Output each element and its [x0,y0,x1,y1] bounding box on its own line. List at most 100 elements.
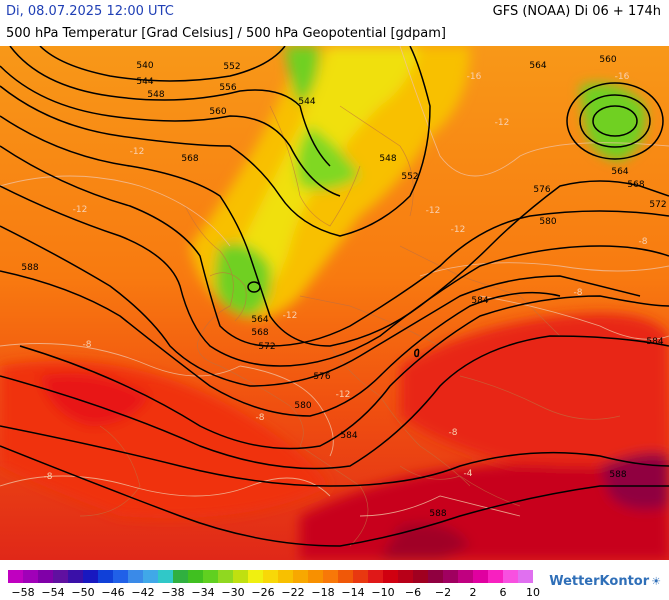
color-swatch [23,570,38,583]
geopotential-labels: 540 544 548 552 556 560 568 544 548 552 … [21,55,666,519]
color-swatch [473,570,488,583]
color-swatch [338,570,353,583]
header-line: Di, 08.07.2025 12:00 UTC GFS (NOAA) Di 0… [0,4,669,22]
color-scale-tick: −34 [191,586,215,599]
color-scale-tick: −2 [434,586,452,599]
temperature-labels: -12 -12 -16 -16 -12 -12 -12 -8 -8 -8 -8 … [44,72,648,482]
label-572: 572 [649,200,666,210]
color-swatch [458,570,473,583]
color-swatch [488,570,503,583]
color-swatch [323,570,338,583]
color-swatch [278,570,293,583]
color-scale-tick: −14 [341,586,365,599]
color-scale-tick: −6 [404,586,422,599]
label-588-c: 588 [429,509,446,519]
temp-label: -12 [451,225,466,235]
temp-label: -8 [574,288,583,298]
temperature-isotherms [0,46,669,517]
color-scale-tick: 6 [499,586,507,599]
color-swatch [308,570,323,583]
temp-label: -8 [256,413,265,423]
label-584-c: 584 [340,431,357,441]
color-swatch [53,570,68,583]
color-scale-tick: 2 [469,586,477,599]
label-576-b: 576 [313,372,330,382]
color-swatch [188,570,203,583]
label-548: 548 [147,90,164,100]
color-swatch [158,570,173,583]
color-swatch [428,570,443,583]
valid-time: Di, 08.07.2025 12:00 UTC [6,4,174,19]
color-scale-tick: −42 [131,586,155,599]
label-580-b: 580 [294,401,311,411]
color-swatch [128,570,143,583]
color-scale-tick: 10 [526,586,540,599]
label-568: 568 [181,154,198,164]
color-scale-tick: −46 [101,586,125,599]
temp-label: -8 [449,428,458,438]
color-swatch [98,570,113,583]
color-swatch [398,570,413,583]
label-584: 584 [471,296,488,306]
label-572-b: 572 [258,342,275,352]
color-swatch [383,570,398,583]
temp-label: -12 [336,390,351,400]
label-588-b: 588 [609,470,626,480]
color-scale-ticks: −58 −54 −50 −46 −42 −38 −34 −30 −26 −22 −18 −14 −10−… [0,586,560,600]
color-swatch [8,570,23,583]
label-564: 564 [529,61,546,71]
label-544: 544 [136,77,153,87]
weather-map: 540 544 548 552 556 560 568 544 548 552 … [0,46,669,560]
temp-label: -12 [495,118,510,128]
coastlines-borders [79,105,621,547]
color-swatch [218,570,233,583]
color-swatch [203,570,218,583]
label-556: 556 [219,83,236,93]
temp-label: -4 [464,469,473,479]
color-swatch [353,570,368,583]
label-560: 560 [209,107,226,117]
color-swatch [38,570,53,583]
temp-label: -8 [639,237,648,247]
label-564-b: 564 [611,167,628,177]
label-540: 540 [136,61,153,71]
color-scale-tick: −30 [221,586,245,599]
temp-label: -16 [467,72,482,82]
model-run: GFS (NOAA) Di 06 + 174h [492,4,661,19]
label-548-b: 548 [379,154,396,164]
label-552: 552 [223,62,240,72]
color-scale-tick: −58 [11,586,35,599]
label-568-b: 568 [627,180,644,190]
label-576: 576 [533,185,550,195]
label-544-b: 544 [298,97,315,107]
color-scale-tick: −54 [41,586,65,599]
label-580: 580 [539,217,556,227]
sun-cloud-icon: ☀ [651,575,661,588]
color-swatch [368,570,383,583]
color-scale-tick: −26 [251,586,275,599]
color-swatch [233,570,248,583]
color-swatch [293,570,308,583]
color-swatch [413,570,428,583]
temp-label: -16 [615,72,630,82]
color-swatch [68,570,83,583]
color-swatch [503,570,518,583]
label-584-b: 584 [646,337,663,347]
color-scale-tick: −50 [71,586,95,599]
label-568-c: 568 [251,328,268,338]
temp-label: -12 [130,147,145,157]
temp-label: -12 [73,205,88,215]
color-swatch [443,570,458,583]
color-scale-tick: −10 [371,586,395,599]
color-swatch [518,570,533,583]
temp-label: -8 [44,472,53,482]
label-552-b: 552 [401,172,418,182]
color-swatch [173,570,188,583]
brand-name: WetterKontor [549,574,650,589]
label-564-c: 564 [251,315,268,325]
geopotential-isohypses [0,46,669,547]
color-swatch [83,570,98,583]
map-title: 500 hPa Temperatur [Grad Celsius] / 500 … [6,26,447,41]
color-swatch [113,570,128,583]
color-scale-tick: −18 [311,586,335,599]
